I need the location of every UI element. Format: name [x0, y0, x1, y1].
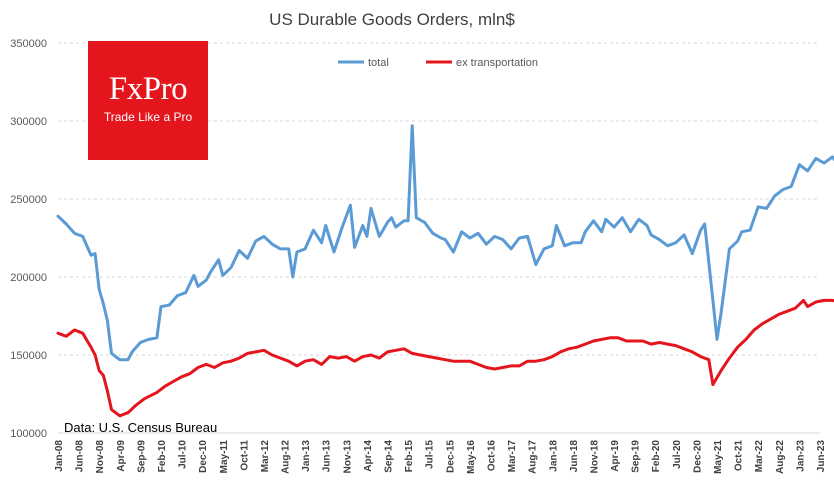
y-tick-label: 250000 — [10, 194, 47, 206]
x-tick-label: Apr-09 — [116, 440, 127, 472]
x-tick-label: Dec-15 — [445, 440, 456, 473]
x-tick-label: Jun-13 — [322, 440, 333, 473]
x-tick-label: Dec-10 — [198, 440, 209, 473]
series-lines — [56, 124, 834, 418]
y-tick-label: 300000 — [10, 116, 47, 128]
legend-label: total — [368, 57, 389, 69]
x-tick-label: May-16 — [466, 440, 477, 474]
x-tick-label: Jun-18 — [569, 440, 580, 473]
x-tick-label: Mar-12 — [260, 440, 271, 473]
x-tick-label: Feb-15 — [404, 440, 415, 473]
x-tick-label: Mar-22 — [754, 440, 765, 473]
x-tick-label: Oct-21 — [734, 440, 745, 472]
logo-brand: FxPro — [108, 71, 188, 107]
x-tick-label: Oct-11 — [239, 440, 250, 471]
x-tick-label: Jan-18 — [548, 440, 559, 472]
x-tick-label: Nov-08 — [95, 440, 106, 474]
x-tick-label: Jul-15 — [425, 440, 436, 469]
x-tick-label: Aug-22 — [775, 440, 786, 474]
logo-tagline: Trade Like a Pro — [103, 110, 193, 124]
legend-label: ex transportation — [456, 57, 538, 69]
x-tick-label: Jul-20 — [672, 440, 683, 469]
x-tick-label: Mar-17 — [507, 440, 518, 473]
y-tick-label: 200000 — [10, 272, 47, 284]
x-tick-label: Nov-18 — [589, 440, 600, 474]
y-tick-label: 100000 — [10, 428, 47, 440]
x-tick-label: Dec-20 — [692, 440, 703, 473]
x-tick-label: Feb-10 — [157, 440, 168, 473]
x-tick-label: Jul-10 — [178, 440, 189, 469]
source-note: Data: U.S. Census Bureau — [64, 420, 217, 435]
x-tick-label: Jun-08 — [75, 440, 86, 473]
x-tick-label: Aug-12 — [281, 440, 292, 474]
y-tick-label: 350000 — [10, 38, 47, 50]
x-tick-label: Sep-19 — [631, 440, 642, 473]
x-tick-label: Jan-23 — [795, 440, 806, 472]
x-tick-label: Jun-23 — [816, 440, 827, 473]
x-tick-label: Sep-14 — [384, 440, 395, 473]
x-tick-label: Feb-20 — [651, 440, 662, 473]
x-tick-label: Jan-13 — [301, 440, 312, 472]
x-tick-label: May-21 — [713, 440, 724, 474]
fxpro-logo: FxPro Trade Like a Pro — [88, 41, 208, 160]
legend: total ex transportation — [338, 57, 538, 69]
x-tick-label: Apr-19 — [610, 440, 621, 472]
chart-title: US Durable Goods Orders, mln$ — [269, 10, 515, 29]
x-tick-label: Jan-08 — [54, 440, 65, 472]
legend-entry: total — [338, 57, 389, 69]
x-axis: Jan-08 Jun-08 Nov-08 Apr-09 Sep-09 Feb-10 Jul-… — [54, 440, 827, 474]
y-axis: 100000 150000 200000 250000 300000 350000 — [10, 38, 47, 440]
legend-entry: ex transportation — [426, 57, 538, 69]
x-tick-label: May-11 — [219, 440, 230, 474]
x-tick-label: Oct-16 — [486, 440, 497, 472]
x-tick-label: Apr-14 — [363, 440, 374, 472]
x-tick-label: Nov-13 — [342, 440, 353, 474]
x-tick-label: Aug-17 — [528, 440, 539, 474]
x-tick-label: Sep-09 — [136, 440, 147, 473]
series-line-ex-transportation — [56, 298, 834, 418]
series-line-total — [56, 124, 834, 362]
y-tick-label: 150000 — [10, 350, 47, 362]
